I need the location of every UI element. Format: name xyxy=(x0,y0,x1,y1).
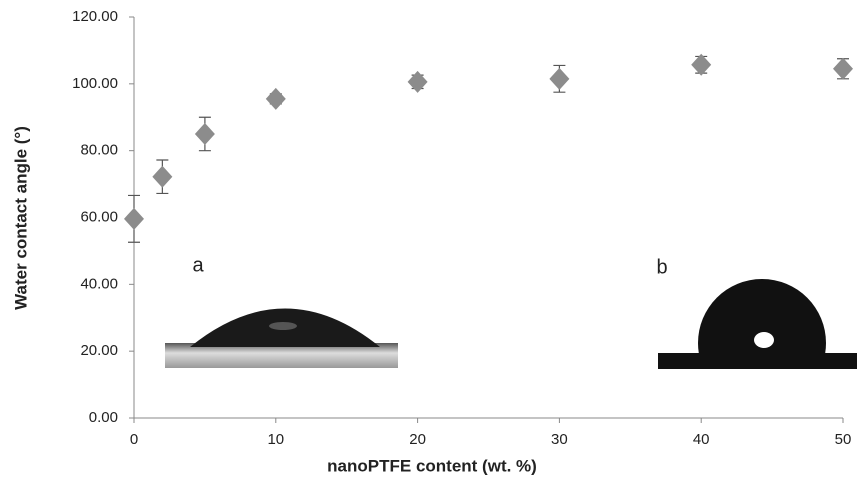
inset-b xyxy=(658,279,857,369)
annotation: b xyxy=(656,256,667,278)
point xyxy=(124,207,144,230)
y-tick-label: 100.00 xyxy=(72,75,118,92)
inset-a xyxy=(165,308,398,368)
annotation: a xyxy=(192,254,204,276)
x-tick-label: 30 xyxy=(551,431,568,448)
x-axis-title: nanoPTFE content (wt. %) xyxy=(327,456,537,475)
point xyxy=(152,165,173,188)
point xyxy=(549,67,570,90)
x-tick-label: 50 xyxy=(835,431,852,448)
point xyxy=(833,57,853,80)
x-tick-label: 0 xyxy=(130,431,138,448)
y-tick-label: 80.00 xyxy=(80,142,118,159)
y-tick-label: 120.00 xyxy=(72,8,118,25)
x-tick-label: 40 xyxy=(693,431,710,448)
point xyxy=(265,87,286,110)
y-tick-label: 60.00 xyxy=(80,208,118,225)
x-tick-label: 10 xyxy=(267,431,284,448)
y-tick-label: 40.00 xyxy=(80,275,118,292)
point xyxy=(194,122,215,145)
x-tick-label: 20 xyxy=(409,431,426,448)
point xyxy=(407,70,428,93)
y-axis-title: Water contact angle (°) xyxy=(11,126,30,310)
point xyxy=(691,53,712,76)
y-tick-label: 0.00 xyxy=(89,409,118,426)
y-tick-label: 20.00 xyxy=(80,342,118,359)
